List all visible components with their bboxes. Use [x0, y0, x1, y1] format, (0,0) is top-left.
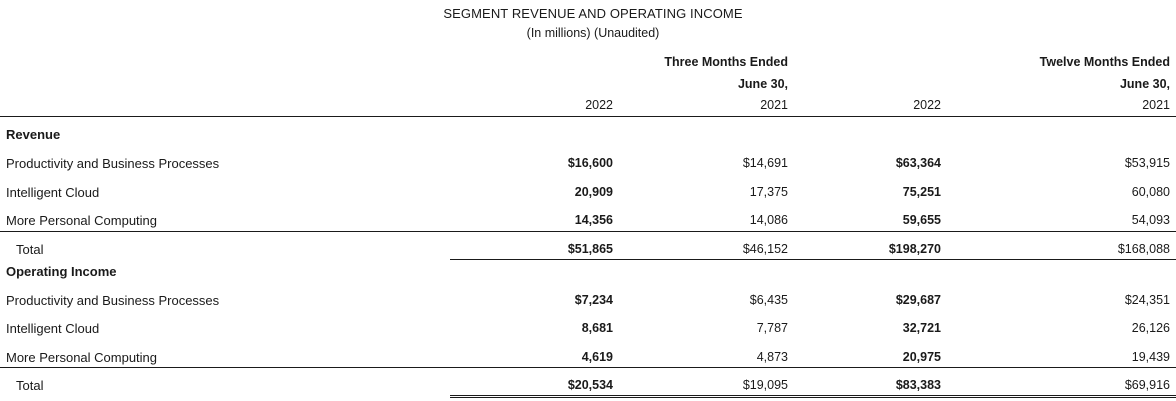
- cell-value: 20,975: [902, 350, 941, 364]
- revenue-total-divider: [450, 259, 1176, 260]
- cell-value: $20,534: [567, 378, 613, 392]
- header-divider: [0, 116, 1176, 117]
- twelve-months-date: June 30,: [1119, 77, 1170, 91]
- cell-value: $16,600: [567, 156, 613, 170]
- row-label: Intelligent Cloud: [6, 185, 100, 200]
- year-header-4: 2021: [1142, 98, 1170, 112]
- revenue-section-label: Revenue: [6, 127, 61, 142]
- row-label: More Personal Computing: [6, 213, 158, 228]
- cell-value: $198,270: [888, 242, 941, 256]
- year-header-3: 2022: [913, 98, 941, 112]
- cell-value: 54,093: [1131, 213, 1170, 227]
- three-months-date: June 30,: [737, 77, 788, 91]
- three-months-header: Three Months Ended: [664, 55, 788, 69]
- cell-value: $6,435: [749, 293, 788, 307]
- year-header-2: 2021: [760, 98, 788, 112]
- cell-value: $51,865: [567, 242, 613, 256]
- total-label: Total: [16, 242, 44, 257]
- twelve-months-header: Twelve Months Ended: [1039, 55, 1170, 69]
- cell-value: 20,909: [574, 185, 613, 199]
- cell-value: 32,721: [902, 321, 941, 335]
- cell-value: $168,088: [1117, 242, 1170, 256]
- operating-income-total-double-divider: [450, 397, 1176, 398]
- table-title: SEGMENT REVENUE AND OPERATING INCOME: [443, 6, 743, 21]
- year-header-1: 2022: [585, 98, 613, 112]
- operating-income-section-label: Operating Income: [6, 264, 117, 279]
- row-label: Productivity and Business Processes: [6, 293, 220, 308]
- cell-value: $69,916: [1124, 378, 1170, 392]
- row-label: More Personal Computing: [6, 350, 158, 365]
- cell-value: 19,439: [1131, 350, 1170, 364]
- revenue-subtotal-divider: [0, 231, 1176, 232]
- cell-value: $46,152: [742, 242, 788, 256]
- total-label: Total: [16, 378, 44, 393]
- cell-value: 17,375: [749, 185, 788, 199]
- cell-value: 60,080: [1131, 185, 1170, 199]
- cell-value: 8,681: [581, 321, 613, 335]
- cell-value: 75,251: [902, 185, 941, 199]
- cell-value: 7,787: [756, 321, 788, 335]
- cell-value: $29,687: [895, 293, 941, 307]
- row-label: Intelligent Cloud: [6, 321, 100, 336]
- cell-value: 26,126: [1131, 321, 1170, 335]
- cell-value: $19,095: [742, 378, 788, 392]
- cell-value: $7,234: [574, 293, 613, 307]
- operating-income-subtotal-divider: [0, 367, 1176, 368]
- cell-value: 4,619: [581, 350, 613, 364]
- cell-value: 4,873: [756, 350, 788, 364]
- cell-value: $63,364: [895, 156, 941, 170]
- cell-value: $83,383: [895, 378, 941, 392]
- cell-value: $14,691: [742, 156, 788, 170]
- cell-value: $53,915: [1124, 156, 1170, 170]
- cell-value: 59,655: [902, 213, 941, 227]
- cell-value: $24,351: [1124, 293, 1170, 307]
- operating-income-total-divider: [450, 395, 1176, 396]
- row-label: Productivity and Business Processes: [6, 156, 220, 171]
- cell-value: 14,086: [749, 213, 788, 227]
- cell-value: 14,356: [574, 213, 613, 227]
- table-subtitle: (In millions) (Unaudited): [526, 26, 660, 40]
